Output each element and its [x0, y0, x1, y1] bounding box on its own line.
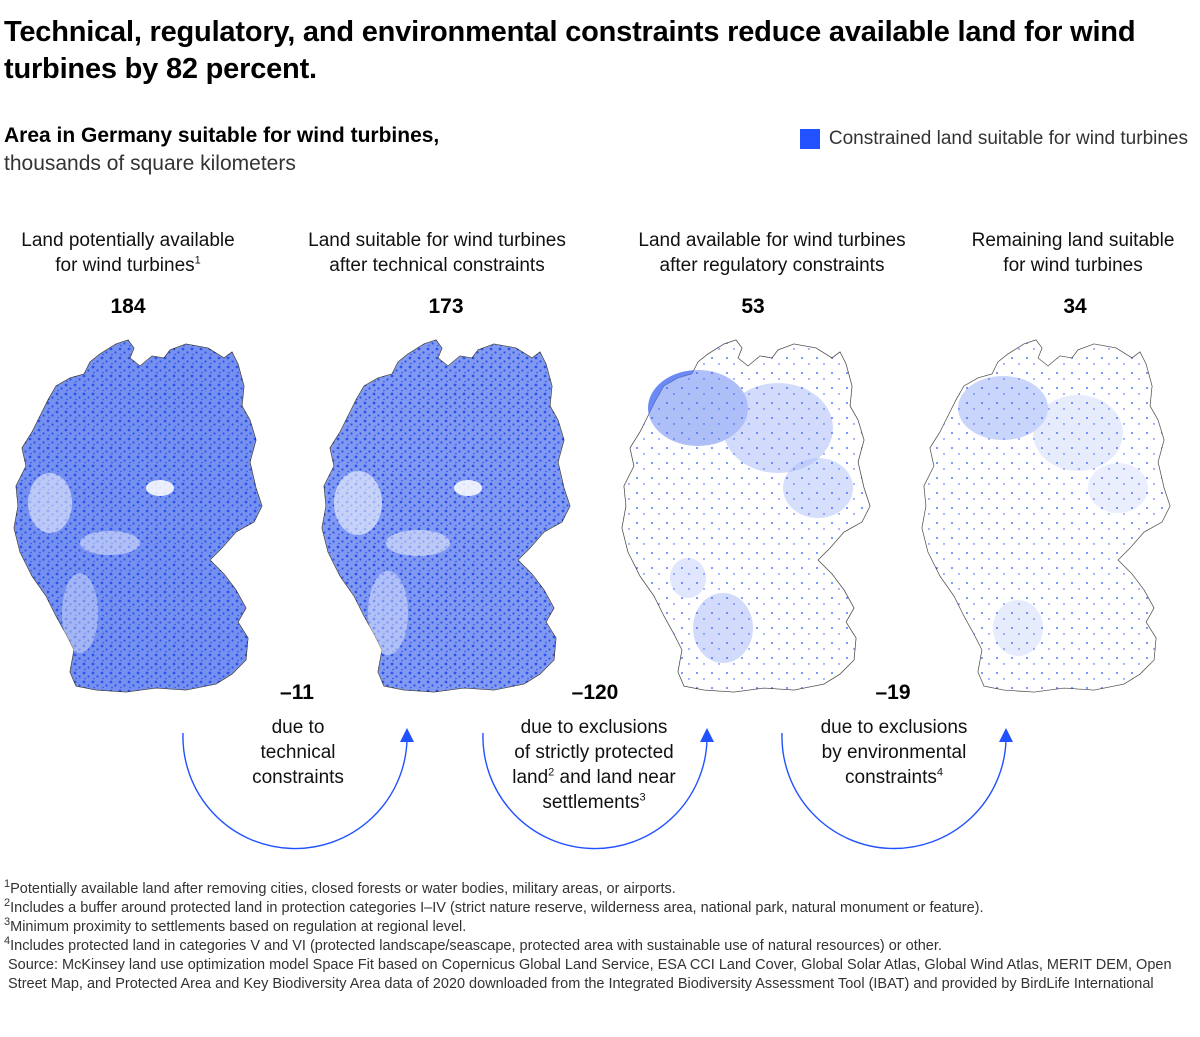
panel-value-2: 173 [428, 295, 464, 318]
panel-value-3: 53 [741, 295, 765, 318]
subtitle-line-2: thousands of square kilometers [4, 152, 296, 175]
arrowhead-1 [400, 728, 414, 742]
arc-3 [781, 732, 1007, 850]
delta-text-1: due to technical constraints [252, 717, 344, 788]
footnote-4: 4Includes protected land in categories V… [4, 935, 942, 954]
arc-2 [482, 732, 708, 850]
germany-map-1 [13, 339, 263, 693]
legend: Constrained land suitable for wind turbi… [799, 128, 1188, 150]
footnote-1: 1Potentially available land after removi… [4, 878, 676, 897]
chart-title: Technical, regulatory, and environmental… [4, 16, 1136, 85]
germany-map-2 [321, 339, 571, 693]
source-note: Source: McKinsey land use optimization m… [8, 957, 1172, 992]
delta-value-1: –11 [280, 681, 314, 704]
footnotes: 1Potentially available land after removi… [4, 878, 1194, 994]
delta-text-2: due to exclusions of strictly protected … [512, 717, 676, 813]
delta-value-2: –120 [571, 681, 619, 704]
arc-1 [182, 732, 408, 850]
panel-label-3: Land available for wind turbines after r… [638, 230, 906, 276]
panel-value-1: 184 [110, 295, 146, 318]
panel-label-1: Land potentially available for wind turb… [21, 230, 235, 276]
legend-label: Constrained land suitable for wind turbi… [828, 128, 1188, 149]
footnote-2: 2Includes a buffer around protected land… [4, 897, 984, 916]
panel-value-4: 34 [1063, 295, 1087, 318]
panel-label-2: Land suitable for wind turbines after te… [308, 230, 566, 276]
delta-text-3: due to exclusions by environmental const… [820, 717, 968, 788]
arrowhead-3 [999, 728, 1013, 742]
chart-subtitle: Area in Germany suitable for wind turbin… [4, 122, 644, 178]
subtitle-line-1: Area in Germany suitable for wind turbin… [4, 124, 440, 147]
delta-value-3: –19 [875, 681, 911, 704]
arrowhead-2 [700, 728, 714, 742]
footnote-3: 3Minimum proximity to settlements based … [4, 916, 467, 935]
legend-swatch [799, 129, 820, 149]
panel-label-4: Remaining land suitable for wind turbine… [971, 230, 1175, 276]
germany-map-3 [621, 339, 871, 693]
germany-map-4 [921, 339, 1171, 693]
